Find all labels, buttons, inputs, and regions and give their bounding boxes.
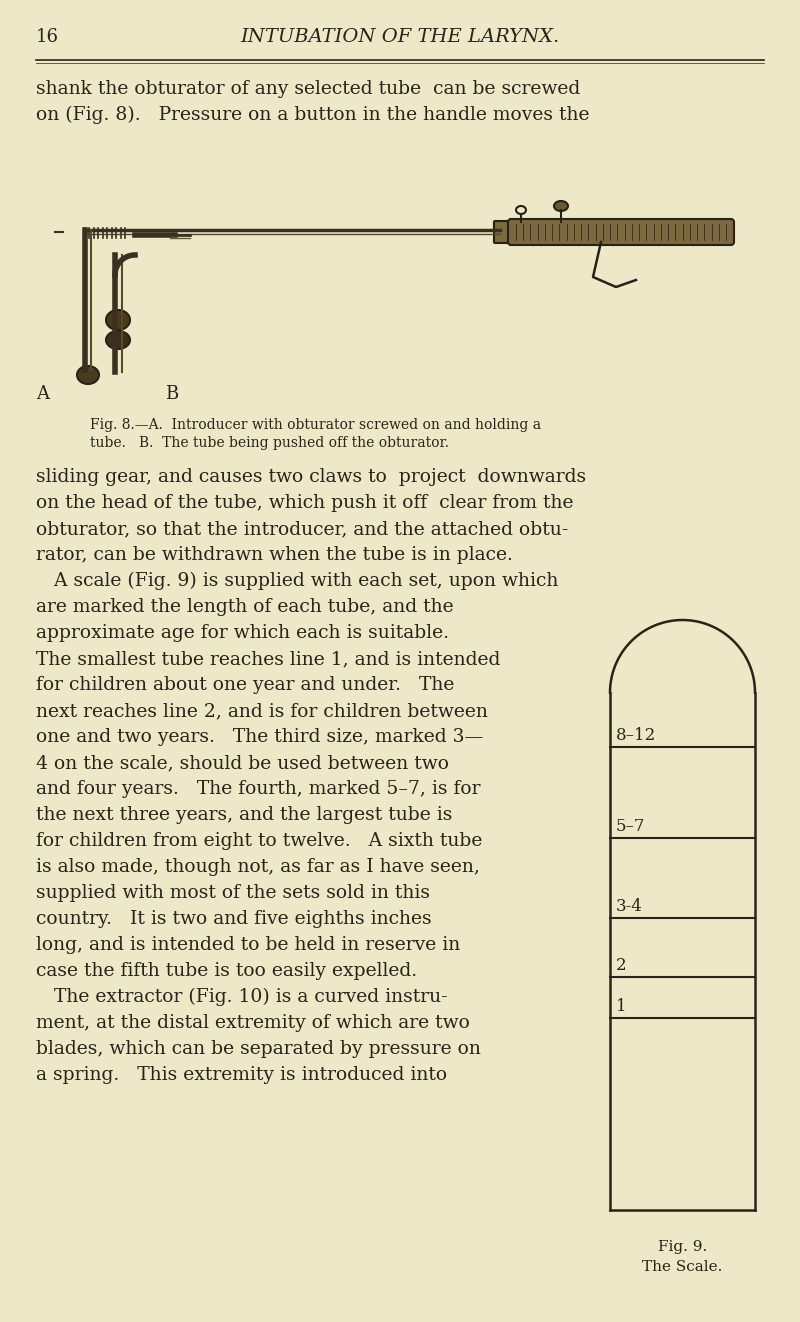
- Text: A: A: [36, 385, 49, 403]
- Ellipse shape: [516, 206, 526, 214]
- Text: are marked the length of each tube, and the: are marked the length of each tube, and …: [36, 598, 454, 616]
- Text: rator, can be withdrawn when the tube is in place.: rator, can be withdrawn when the tube is…: [36, 546, 513, 564]
- Text: 1: 1: [616, 998, 626, 1015]
- Text: the next three years, and the largest tube is: the next three years, and the largest tu…: [36, 806, 452, 824]
- Text: approximate age for which each is suitable.: approximate age for which each is suitab…: [36, 624, 449, 642]
- FancyBboxPatch shape: [508, 219, 734, 245]
- Text: ment, at the distal extremity of which are two: ment, at the distal extremity of which a…: [36, 1014, 470, 1032]
- Text: B: B: [165, 385, 178, 403]
- Text: The extractor (Fig. 10) is a curved instru-: The extractor (Fig. 10) is a curved inst…: [36, 988, 448, 1006]
- Ellipse shape: [106, 309, 130, 330]
- Text: 5–7: 5–7: [616, 818, 646, 836]
- Text: sliding gear, and causes two claws to  project  downwards: sliding gear, and causes two claws to pr…: [36, 468, 586, 486]
- Text: and four years.   The fourth, marked 5–7, is for: and four years. The fourth, marked 5–7, …: [36, 780, 481, 798]
- Text: 8–12: 8–12: [616, 727, 656, 744]
- Text: blades, which can be separated by pressure on: blades, which can be separated by pressu…: [36, 1040, 481, 1058]
- Text: INTUBATION OF THE LARYNX.: INTUBATION OF THE LARYNX.: [240, 28, 560, 46]
- Text: Fig. 8.—A.  Introducer with obturator screwed on and holding a: Fig. 8.—A. Introducer with obturator scr…: [90, 418, 541, 432]
- Text: obturator, so that the introducer, and the attached obtu-: obturator, so that the introducer, and t…: [36, 520, 568, 538]
- Text: 16: 16: [36, 28, 59, 46]
- Text: country.   It is two and five eighths inches: country. It is two and five eighths inch…: [36, 910, 432, 928]
- Ellipse shape: [554, 201, 568, 212]
- Text: for children from eight to twelve.   A sixth tube: for children from eight to twelve. A six…: [36, 832, 482, 850]
- Text: supplied with most of the sets sold in this: supplied with most of the sets sold in t…: [36, 884, 430, 902]
- Text: The smallest tube reaches line 1, and is intended: The smallest tube reaches line 1, and is…: [36, 650, 500, 668]
- Text: 4 on the scale, should be used between two: 4 on the scale, should be used between t…: [36, 754, 449, 772]
- Text: The Scale.: The Scale.: [642, 1260, 722, 1274]
- Text: case the fifth tube is too easily expelled.: case the fifth tube is too easily expell…: [36, 962, 417, 980]
- Text: Fig. 9.: Fig. 9.: [658, 1240, 707, 1255]
- Text: A scale (Fig. 9) is supplied with each set, upon which: A scale (Fig. 9) is supplied with each s…: [36, 572, 558, 590]
- Text: on the head of the tube, which push it off  clear from the: on the head of the tube, which push it o…: [36, 494, 574, 512]
- Text: is also made, though not, as far as I have seen,: is also made, though not, as far as I ha…: [36, 858, 480, 876]
- FancyBboxPatch shape: [494, 221, 514, 243]
- Text: a spring.   This extremity is introduced into: a spring. This extremity is introduced i…: [36, 1066, 447, 1084]
- Text: shank the obturator of any selected tube  can be screwed: shank the obturator of any selected tube…: [36, 81, 580, 98]
- Text: next reaches line 2, and is for children between: next reaches line 2, and is for children…: [36, 702, 488, 720]
- Text: one and two years.   The third size, marked 3—: one and two years. The third size, marke…: [36, 728, 483, 746]
- Text: long, and is intended to be held in reserve in: long, and is intended to be held in rese…: [36, 936, 460, 954]
- Text: tube.   B.  The tube being pushed off the obturator.: tube. B. The tube being pushed off the o…: [90, 436, 449, 449]
- Ellipse shape: [106, 330, 130, 349]
- Text: on (Fig. 8).   Pressure on a button in the handle moves the: on (Fig. 8). Pressure on a button in the…: [36, 106, 590, 124]
- Text: 3-4: 3-4: [616, 898, 643, 915]
- Ellipse shape: [77, 366, 99, 383]
- Text: 2: 2: [616, 957, 626, 974]
- Text: for children about one year and under.   The: for children about one year and under. T…: [36, 676, 454, 694]
